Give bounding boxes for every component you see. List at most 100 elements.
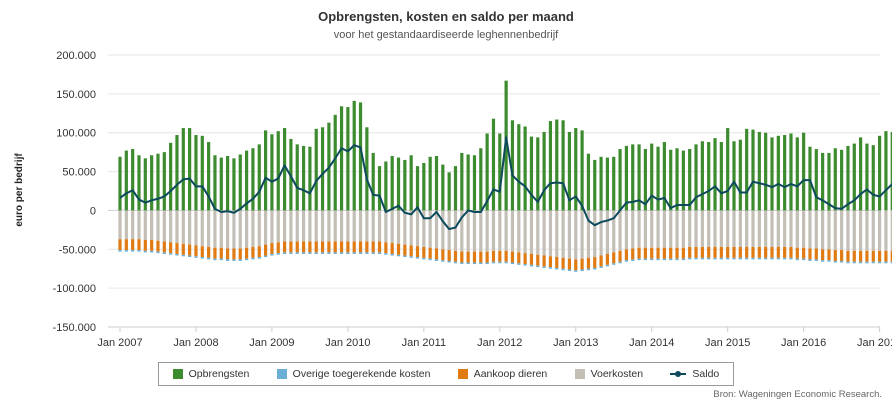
bar-aankoop-dieren [143,239,147,251]
x-tick-label: Jan 2011 [402,337,446,349]
bar-opbrengsten [783,135,787,211]
bar-voerkosten [333,210,337,242]
bar-overige-kosten [726,257,730,260]
bar-voerkosten [409,210,413,246]
bar-opbrengsten [656,146,660,211]
bar-voerkosten [612,210,616,253]
bar-overige-kosten [409,256,413,258]
bar-aankoop-dieren [403,244,407,256]
bar-opbrengsten [732,141,736,211]
bar-opbrengsten [719,142,723,211]
bar-aankoop-dieren [707,246,711,258]
bar-overige-kosten [447,260,451,263]
bar-aankoop-dieren [409,245,413,257]
bar-voerkosten [156,210,160,241]
bar-overige-kosten [510,262,515,265]
legend-swatch-opbrengsten [172,369,183,379]
saldo-line-group [119,136,892,231]
bar-aankoop-dieren [555,257,559,268]
bar-opbrengsten [276,131,280,211]
bar-overige-kosten [232,259,236,261]
bar-opbrengsten [776,135,780,211]
bar-voerkosten [270,210,274,244]
bar-aankoop-dieren [529,253,534,265]
y-axis-label: euro per bedrijf [14,153,25,227]
bar-voerkosten [808,210,812,249]
bar-overige-kosten [188,255,192,258]
bar-opbrengsten [472,155,477,211]
bar-voerkosten [821,210,825,250]
bar-overige-kosten [238,259,242,261]
bar-opbrengsten [498,133,502,211]
legend-item-voerkosten[interactable]: Voerkosten [574,368,643,380]
bar-overige-kosten [175,253,179,256]
bar-aankoop-dieren [150,239,154,251]
bar-overige-kosten [517,263,521,265]
bar-voerkosten [118,210,122,240]
bar-aankoop-dieren [308,241,312,253]
bar-opbrengsten [821,152,825,211]
bar-overige-kosten [396,254,401,257]
bar-aankoop-dieren [656,247,660,259]
y-tick-label: 100.000 [56,128,96,140]
bar-voerkosten [871,210,875,251]
bar-aankoop-dieren [213,247,217,259]
bar-overige-kosten [802,258,806,261]
bar-aankoop-dieren [124,239,128,251]
bar-opbrengsten [567,131,572,211]
bar-overige-kosten [301,252,306,254]
bar-voerkosten [662,210,666,248]
legend-item-aankoop[interactable]: Aankoop dieren [457,368,547,380]
legend-item-saldo[interactable]: Saldo [670,368,719,380]
bar-opbrengsten [270,134,274,211]
bar-aankoop-dieren [263,244,268,256]
bar-voerkosten [567,210,572,259]
bar-aankoop-dieren [802,247,806,259]
legend-swatch-voerkosten [574,369,585,379]
bar-overige-kosten [719,257,723,260]
legend-item-opbrengsten[interactable]: Opbrengsten [172,368,249,380]
bar-opbrengsten [200,135,204,211]
bar-overige-kosten [878,261,882,264]
bar-voerkosten [396,210,401,244]
bar-overige-kosten [207,257,211,260]
bar-aankoop-dieren [586,257,591,269]
bar-voerkosten [840,210,844,251]
bar-voerkosten [586,210,591,258]
bar-opbrengsten [662,142,666,211]
bar-voerkosten [137,210,141,240]
bar-opbrengsten [840,149,844,211]
bar-voerkosten [232,210,236,249]
bar-overige-kosten [732,257,736,260]
bar-aankoop-dieren [732,246,736,258]
bar-voerkosten [523,210,527,254]
bar-opbrengsten [428,156,432,211]
bar-voerkosten [776,210,780,247]
bar-voerkosten [175,210,179,244]
legend-item-overige[interactable]: Overige toegerekende kosten [276,368,430,380]
bar-overige-kosten [365,252,369,254]
bar-opbrengsten [548,121,553,211]
bar-aankoop-dieren [700,246,704,258]
bar-opbrengsten [510,120,515,211]
bar-overige-kosten [472,262,477,265]
bar-aankoop-dieren [396,243,401,255]
bar-aankoop-dieren [371,241,375,253]
bar-opbrengsten [257,144,261,211]
legend-swatch-saldo [670,369,687,379]
x-tick-label: Jan 2009 [249,337,294,349]
bar-voerkosten [846,210,850,251]
bar-overige-kosten [251,257,255,260]
bar-voerkosten [257,210,261,247]
bar-voerkosten [162,210,166,242]
bar-voerkosten [390,210,394,244]
bar-aankoop-dieren [542,255,546,267]
bar-opbrengsten [188,128,192,211]
bar-voerkosten [669,210,673,248]
bar-opbrengsten [453,166,458,211]
bar-aankoop-dieren [200,246,204,258]
bar-aankoop-dieren [175,243,179,254]
bar-voerkosten [131,210,135,240]
bar-voerkosten [207,210,211,247]
bar-voerkosten [618,210,622,251]
